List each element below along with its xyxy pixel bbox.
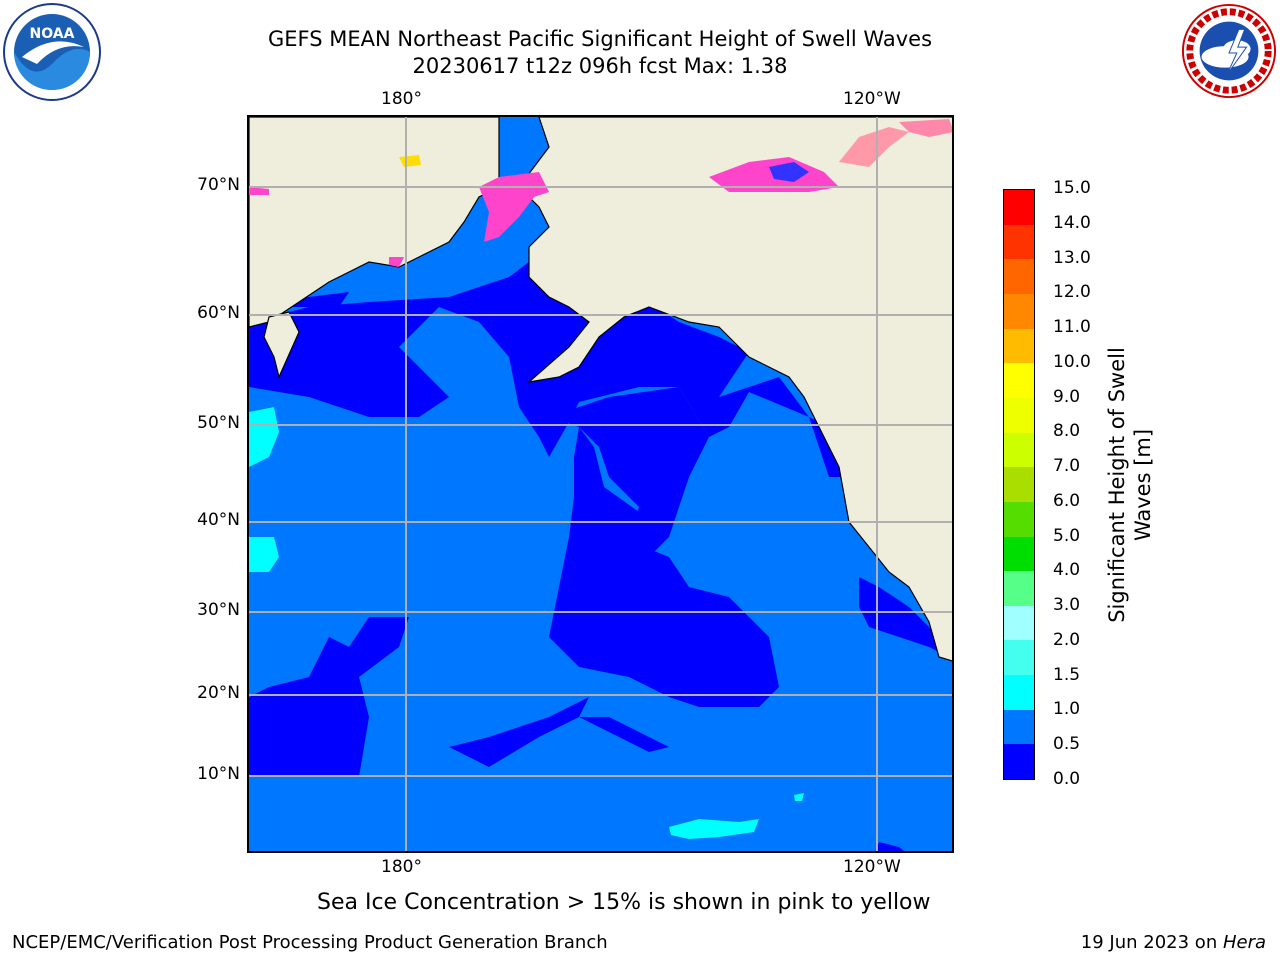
colorbar-label-line1: Significant Height of Swell [1105, 347, 1129, 623]
lat-label-70n: 70°N [197, 175, 240, 195]
colorbar-swatch [1004, 744, 1034, 779]
colorbar-tick-label: 1.5 [1053, 664, 1081, 685]
noaa-logo: NOAA [3, 3, 101, 101]
chart-subtitle: 20230617 t12z 096h fcst Max: 1.38 [412, 54, 788, 78]
colorbar-swatch [1004, 432, 1034, 468]
swell-1-0-1-5-regions [249, 407, 804, 839]
footer-date-text: 19 Jun 2023 on [1080, 932, 1223, 953]
footer-branch: NCEP/EMC/Verification Post Processing Pr… [12, 932, 608, 953]
colorbar-swatch [1004, 709, 1034, 745]
colorbar-tick-label: 12.0 [1053, 282, 1091, 303]
colorbar-swatch [1004, 328, 1034, 364]
lon-label-top-180: 180° [381, 89, 422, 109]
colorbar-swatch [1004, 397, 1034, 433]
colorbar-tick-label: 9.0 [1053, 386, 1081, 407]
lat-label-30n: 30°N [197, 600, 240, 620]
colorbar-swatch [1004, 259, 1034, 295]
lat-label-40n: 40°N [197, 510, 240, 530]
colorbar-swatch [1004, 190, 1034, 225]
colorbar-tick-label: 1.0 [1053, 699, 1081, 720]
colorbar-tick-label: 0.5 [1053, 734, 1081, 755]
colorbar-tick-label: 3.0 [1053, 595, 1081, 616]
colorbar-label-line2: Waves [m] [1131, 428, 1155, 542]
colorbar-tick-label: 2.0 [1053, 629, 1081, 650]
colorbar-tick-label: 13.0 [1053, 247, 1091, 268]
colorbar-tick-label: 15.0 [1053, 178, 1091, 198]
footer-host: Hera [1222, 932, 1266, 953]
colorbar-tick-label: 8.0 [1053, 421, 1081, 442]
colorbar-tick-label: 11.0 [1053, 317, 1091, 338]
swell-lt-0-5-regions [249, 247, 949, 851]
colorbar-tick-label: 14.0 [1053, 212, 1091, 233]
colorbar-swatch [1004, 571, 1034, 606]
colorbar-swatch [1004, 675, 1034, 710]
svg-text:NOAA: NOAA [30, 26, 75, 42]
colorbar-tick-label: 7.0 [1053, 456, 1081, 477]
lat-label-50n: 50°N [197, 413, 240, 433]
lon-label-bottom-180: 180° [381, 857, 422, 877]
colorbar-tick-label: 0.0 [1053, 769, 1081, 789]
colorbar-swatch [1004, 294, 1034, 329]
colorbar-swatch [1004, 363, 1034, 398]
colorbar-swatch [1004, 467, 1034, 502]
sea-ice-regions [249, 119, 952, 267]
colorbar [1003, 189, 1035, 780]
national-weather-service-logo [1181, 3, 1277, 99]
map-panel [247, 115, 954, 853]
colorbar-tick-label: 10.0 [1053, 351, 1091, 372]
colorbar-swatch [1004, 640, 1034, 676]
map-gridlines [249, 117, 952, 851]
colorbar-swatch [1004, 536, 1034, 572]
lat-label-20n: 20°N [197, 683, 240, 703]
colorbar-swatch [1004, 501, 1034, 537]
colorbar-swatch [1004, 224, 1034, 260]
lon-label-bottom-120w: 120°W [843, 857, 901, 877]
colorbar-tick-label: 5.0 [1053, 525, 1081, 546]
lat-label-60n: 60°N [197, 303, 240, 323]
colorbar-label: Significant Height of Swell Waves [m] [1104, 347, 1156, 623]
colorbar-swatch [1004, 605, 1034, 641]
footer-date: 19 Jun 2023 on Hera [1081, 932, 1266, 953]
chart-title: GEFS MEAN Northeast Pacific Significant … [267, 27, 933, 51]
lon-label-top-120w: 120°W [843, 89, 901, 109]
land-masses [249, 117, 952, 662]
colorbar-tick-label: 4.0 [1053, 560, 1081, 581]
lat-label-10n: 10°N [197, 764, 240, 784]
colorbar-tick-label: 6.0 [1053, 490, 1081, 511]
swell-height-map [249, 117, 952, 851]
sea-ice-caption: Sea Ice Concentration > 15% is shown in … [317, 890, 931, 915]
